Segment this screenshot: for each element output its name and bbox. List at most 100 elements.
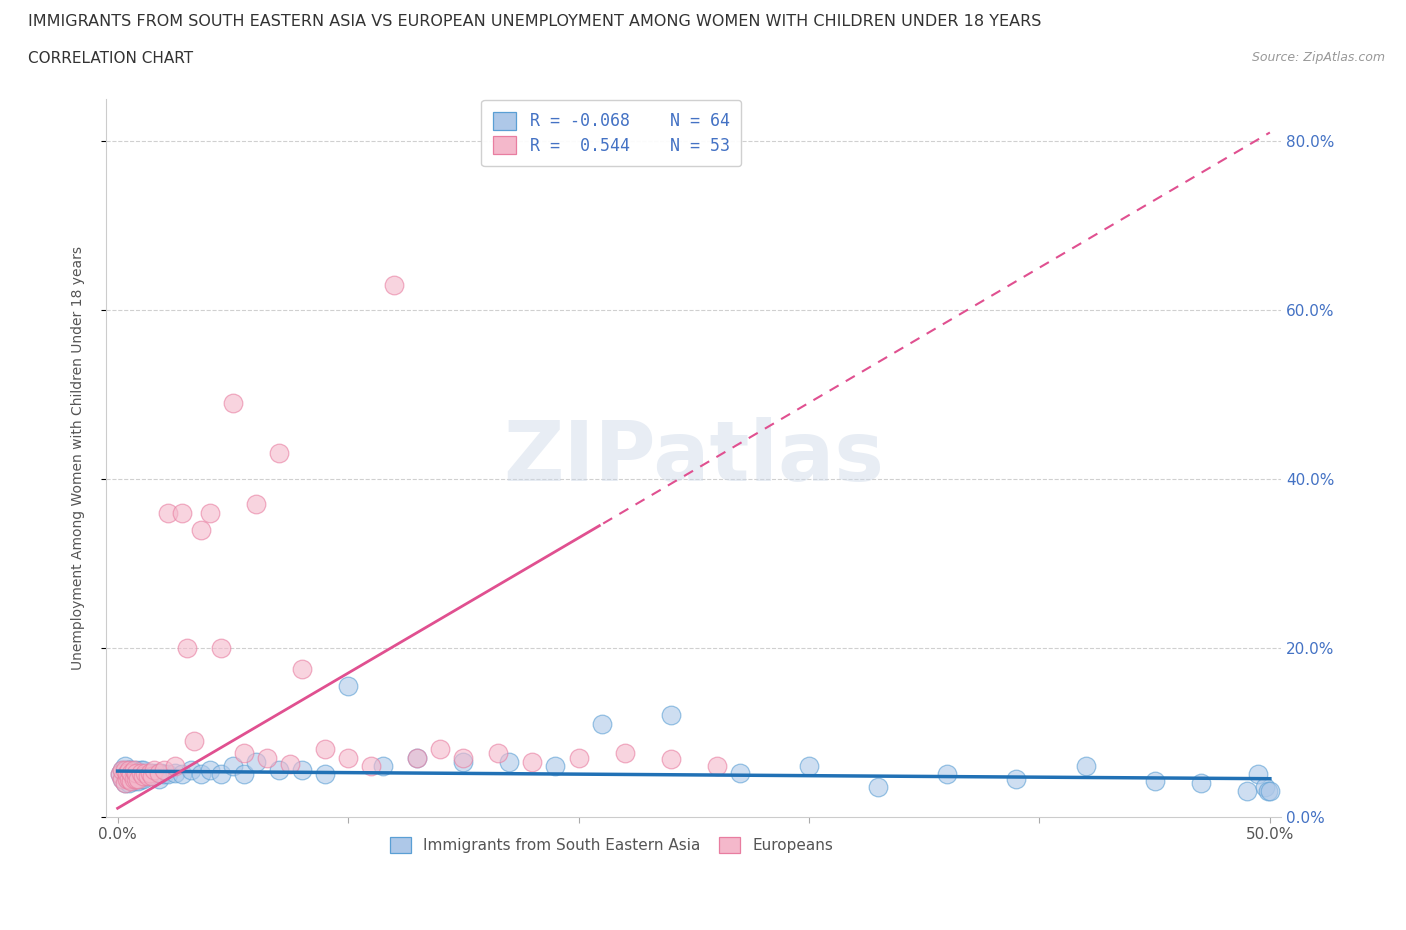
Point: [132, 769, 155, 784]
Point: [118, 776, 141, 790]
Point: [190, 522, 212, 537]
Point: [172, 505, 194, 520]
Point: [233, 767, 256, 782]
Point: [728, 765, 751, 780]
Point: [498, 754, 520, 769]
Point: [659, 751, 682, 766]
Point: [141, 769, 163, 784]
Point: [118, 771, 141, 786]
Point: [659, 708, 682, 723]
Point: [114, 763, 136, 777]
Point: [222, 395, 245, 410]
Point: [613, 746, 636, 761]
Point: [115, 771, 138, 786]
Point: [209, 767, 232, 782]
Point: [136, 767, 159, 782]
Point: [111, 771, 134, 786]
Point: [114, 759, 136, 774]
Point: [406, 751, 429, 765]
Point: [868, 779, 890, 794]
Point: [198, 505, 221, 520]
Point: [176, 641, 198, 656]
Text: Source: ZipAtlas.com: Source: ZipAtlas.com: [1251, 51, 1385, 64]
Point: [136, 769, 159, 784]
Point: [146, 765, 169, 780]
Point: [122, 771, 145, 786]
Point: [134, 769, 156, 784]
Point: [233, 746, 256, 761]
Point: [1247, 767, 1270, 782]
Point: [108, 767, 131, 782]
Point: [1257, 784, 1279, 799]
Point: [797, 759, 820, 774]
Point: [486, 746, 509, 761]
Point: [122, 763, 145, 777]
Point: [141, 765, 163, 780]
Point: [337, 751, 360, 765]
Point: [108, 767, 131, 782]
Point: [120, 763, 142, 777]
Point: [139, 769, 162, 784]
Point: [1005, 771, 1028, 786]
Point: [291, 661, 314, 676]
Point: [118, 763, 141, 777]
Point: [183, 733, 205, 748]
Point: [256, 751, 278, 765]
Point: [198, 763, 221, 777]
Y-axis label: Unemployment Among Women with Children Under 18 years: Unemployment Among Women with Children U…: [72, 246, 86, 670]
Point: [114, 776, 136, 790]
Point: [122, 767, 145, 782]
Point: [115, 765, 138, 780]
Point: [120, 765, 142, 780]
Point: [1236, 784, 1258, 799]
Point: [115, 771, 138, 786]
Point: [453, 754, 475, 769]
Point: [1074, 759, 1097, 774]
Point: [148, 771, 170, 786]
Point: [1143, 774, 1166, 789]
Point: [122, 774, 145, 789]
Point: [132, 763, 155, 777]
Point: [114, 776, 136, 790]
Point: [429, 742, 451, 757]
Point: [115, 763, 138, 777]
Point: [567, 751, 589, 765]
Point: [150, 765, 173, 780]
Point: [267, 446, 290, 461]
Point: [111, 763, 134, 777]
Point: [127, 771, 149, 786]
Point: [165, 759, 187, 774]
Point: [125, 763, 148, 777]
Point: [143, 763, 166, 777]
Point: [118, 763, 141, 777]
Point: [314, 742, 336, 757]
Point: [129, 765, 152, 780]
Point: [120, 771, 142, 786]
Point: [314, 767, 336, 782]
Point: [139, 765, 162, 780]
Point: [591, 716, 613, 731]
Point: [706, 759, 728, 774]
Point: [157, 505, 180, 520]
Point: [125, 771, 148, 786]
Point: [382, 277, 405, 292]
Point: [280, 757, 302, 772]
Point: [209, 641, 232, 656]
Point: [1258, 784, 1281, 799]
Point: [111, 771, 134, 786]
Point: [127, 774, 149, 789]
Point: [127, 767, 149, 782]
Point: [936, 767, 959, 782]
Point: [125, 769, 148, 784]
Legend: Immigrants from South Eastern Asia, Europeans: Immigrants from South Eastern Asia, Euro…: [384, 830, 839, 859]
Point: [371, 759, 394, 774]
Point: [165, 765, 187, 780]
Point: [120, 774, 142, 789]
Point: [152, 767, 174, 782]
Text: CORRELATION CHART: CORRELATION CHART: [28, 51, 193, 66]
Point: [1254, 779, 1277, 794]
Point: [157, 767, 180, 782]
Point: [360, 759, 382, 774]
Text: ZIPatlas: ZIPatlas: [503, 418, 884, 498]
Point: [291, 763, 314, 777]
